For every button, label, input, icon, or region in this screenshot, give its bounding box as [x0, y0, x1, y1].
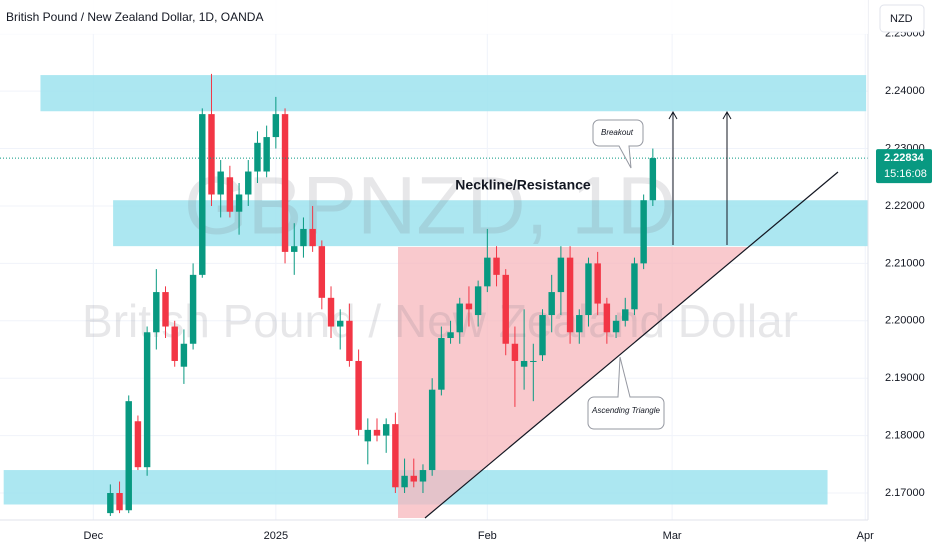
candle-body [373, 429, 381, 436]
candle-body [392, 424, 399, 488]
breakout-label: Breakout [601, 128, 634, 137]
x-tick-label: Dec [84, 530, 104, 542]
currency: NZD [890, 13, 913, 25]
candle-body [189, 274, 197, 344]
triangle-label: Ascending Triangle [591, 406, 660, 415]
candle-body [254, 142, 261, 172]
candle-body [153, 292, 160, 333]
candle-body [263, 137, 270, 172]
candle-body [318, 246, 326, 298]
y-tick-label: 2.24000 [885, 85, 925, 97]
candle-body [557, 257, 565, 293]
trend-line [424, 171, 839, 519]
candle-body [548, 292, 555, 316]
candle-body [336, 320, 344, 327]
y-tick-label: 2.22000 [885, 200, 925, 212]
candle-body [235, 194, 243, 212]
candle-body [410, 475, 417, 482]
candle-body [364, 429, 372, 442]
arrows [668, 110, 732, 245]
chart-title: British Pound / New Zealand Dollar, 1D, … [6, 10, 263, 24]
candle-body [245, 171, 252, 195]
candle-body [530, 360, 537, 362]
breakout-callout [592, 119, 644, 169]
candle-body [594, 263, 601, 304]
candle-body [484, 257, 491, 287]
candle-body [116, 493, 123, 511]
candle-body [208, 114, 215, 195]
candle-body [520, 360, 528, 367]
candle-body [382, 424, 390, 436]
axis-labels: 2.17000 2.18000 2.19000 2.20000 2.21000 2.220… [84, 28, 932, 542]
candle-body [217, 171, 224, 195]
candle-body [612, 320, 620, 333]
candle-body [419, 470, 427, 482]
candle-body [447, 332, 454, 339]
candle-body [226, 177, 234, 212]
time-axis [0, 520, 932, 550]
candle-body [465, 303, 473, 310]
candle-body [566, 257, 574, 333]
y-tick-label: 2.17000 [885, 487, 925, 499]
candle-body [585, 263, 592, 316]
candle-body [125, 401, 132, 511]
header-bg [0, 0, 868, 34]
candle-body [493, 257, 500, 275]
candle-body [134, 421, 142, 468]
candle-body [272, 114, 280, 138]
candle-body [327, 297, 335, 327]
candle-body [300, 228, 307, 247]
triangle-area [398, 247, 748, 518]
candle-body [539, 315, 546, 356]
price-axis [868, 0, 932, 550]
currency-box [879, 4, 925, 33]
candle-body [622, 309, 629, 321]
candle-body [162, 292, 169, 327]
candle-body [438, 338, 445, 390]
y-tick-label: 2.18000 [885, 430, 925, 442]
candle-body [428, 389, 436, 471]
candle-body [456, 303, 463, 333]
x-tick-label: 2025 [264, 530, 288, 542]
candle-body [401, 475, 408, 488]
candle-body [346, 320, 353, 361]
triangle-callout [587, 356, 665, 430]
last-price-label: 2.22834 [884, 152, 925, 164]
candle-body [199, 114, 206, 275]
y-tick-label: 2.20000 [885, 315, 925, 327]
neckline-label: Neckline/Resistance [455, 177, 591, 193]
candle-body [576, 315, 583, 333]
candle-body [355, 360, 362, 430]
candle-body [107, 493, 114, 514]
candle-body [649, 158, 657, 201]
y-tick-label: 2.19000 [885, 372, 925, 384]
candle-body [474, 286, 482, 316]
candle-body [281, 114, 289, 252]
y-tick-label: 2.21000 [885, 257, 925, 269]
candle-body [631, 263, 638, 310]
candle-body [511, 343, 519, 361]
candle-body [603, 303, 611, 333]
candle-body [309, 228, 316, 247]
last-price-box [876, 149, 932, 184]
x-tick-label: Feb [478, 530, 497, 542]
watermark: GBPNZD, 1D [184, 161, 676, 252]
candle-body [143, 332, 151, 468]
candle-body [291, 246, 298, 252]
candle-body [171, 326, 178, 361]
x-tick-label: Apr [857, 530, 874, 542]
x-tick-label: Mar [663, 530, 682, 542]
candle-body [180, 343, 188, 367]
zone [40, 75, 867, 112]
candle-body [640, 200, 647, 264]
candle-body [502, 274, 509, 344]
candles [0, 73, 868, 516]
countdown: 15:16:08 [884, 168, 927, 180]
